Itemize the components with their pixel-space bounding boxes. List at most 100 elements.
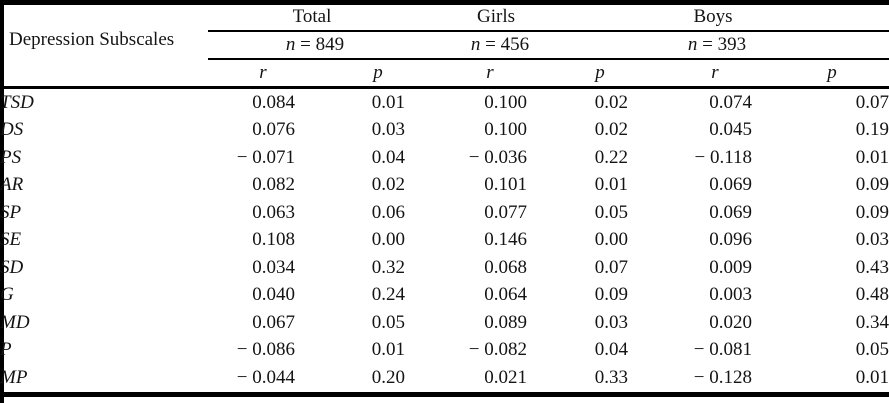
row-label: TSD	[0, 91, 34, 113]
cell-total-r: 0.034	[252, 256, 295, 278]
cell-girls-p: 0.00	[594, 229, 628, 251]
table-row: G 0.040 0.24 0.064 0.09 0.003 0.48	[0, 282, 889, 310]
cell-boys-p: 0.19	[855, 119, 889, 141]
cell-girls-r: 0.089	[484, 311, 527, 333]
cell-total-r: 0.063	[252, 201, 295, 223]
row-label: SE	[0, 229, 22, 251]
cell-boys-r: 0.069	[709, 174, 752, 196]
n-value: = 393	[702, 34, 747, 55]
cell-boys-p: 0.07	[855, 91, 889, 113]
cell-total-r: − 0.071	[236, 146, 295, 168]
cell-girls-p: 0.05	[594, 201, 628, 223]
n-label-girls: n = 456	[471, 33, 529, 57]
cell-total-r: 0.082	[252, 174, 295, 196]
row-label: AR	[0, 174, 24, 196]
table-left-border	[0, 0, 4, 403]
cell-boys-r: 0.069	[709, 201, 752, 223]
table-row: MD 0.067 0.05 0.089 0.03 0.020 0.34	[0, 309, 889, 337]
table-row: SD 0.034 0.32 0.068 0.07 0.009 0.43	[0, 254, 889, 282]
cell-girls-p: 0.07	[594, 256, 628, 278]
cell-girls-p: 0.22	[594, 146, 628, 168]
table-row: DS 0.076 0.03 0.100 0.02 0.045 0.19	[0, 116, 889, 144]
stat-header-total-r: r	[259, 62, 267, 83]
cell-girls-p: 0.02	[594, 119, 628, 141]
cell-girls-r: 0.146	[484, 229, 527, 251]
cell-girls-r: 0.100	[484, 91, 527, 113]
table-row: TSD 0.084 0.01 0.100 0.02 0.074 0.07	[0, 89, 889, 117]
stat-header-boys-p: p	[827, 62, 837, 83]
n-label-total: n = 849	[286, 33, 344, 57]
cell-boys-r: 0.003	[709, 284, 752, 306]
cell-boys-r: 0.096	[709, 229, 752, 251]
table-row: SP 0.063 0.06 0.077 0.05 0.069 0.09	[0, 199, 889, 227]
cell-girls-p: 0.09	[594, 284, 628, 306]
row-label: P	[0, 339, 12, 361]
table-top-border	[0, 0, 889, 5]
cell-girls-p: 0.02	[594, 91, 628, 113]
group-header-boys: Boys	[693, 6, 733, 27]
cell-total-p: 0.06	[371, 201, 405, 223]
cell-boys-r: − 0.081	[693, 339, 752, 361]
cell-total-p: 0.04	[371, 146, 405, 168]
cell-boys-p: 0.09	[855, 201, 889, 223]
cell-boys-r: − 0.118	[694, 146, 752, 168]
cell-total-r: 0.076	[252, 119, 295, 141]
cell-boys-p: 0.03	[855, 229, 889, 251]
cell-boys-r: 0.074	[709, 91, 752, 113]
cell-total-p: 0.03	[371, 119, 405, 141]
cell-girls-r: − 0.036	[468, 146, 527, 168]
subscale-data-table: TSD 0.084 0.01 0.100 0.02 0.074 0.07 DS …	[0, 89, 889, 392]
cell-total-p: 0.02	[371, 174, 405, 196]
cell-boys-p: 0.01	[855, 146, 889, 168]
cell-girls-r: − 0.082	[468, 339, 527, 361]
cell-total-p: 0.05	[371, 311, 405, 333]
cell-boys-p: 0.09	[855, 174, 889, 196]
row-header-title: Depression Subscales	[9, 29, 175, 50]
row-label: DS	[0, 119, 24, 141]
n-label-boys: n = 393	[688, 33, 746, 57]
n-symbol: n	[687, 34, 698, 55]
cell-girls-r: 0.100	[484, 119, 527, 141]
cell-boys-p: 0.34	[855, 311, 889, 333]
cell-total-p: 0.01	[371, 91, 405, 113]
cell-girls-r: 0.077	[484, 201, 527, 223]
n-symbol: n	[470, 34, 481, 55]
cell-total-p: 0.20	[371, 367, 405, 389]
table-row: PS − 0.071 0.04 − 0.036 0.22 − 0.118 0.0…	[0, 144, 889, 172]
cell-girls-r: 0.068	[484, 256, 527, 278]
group-header-girls: Girls	[477, 6, 515, 27]
header-bottom-rule	[0, 86, 889, 89]
cell-total-r: 0.108	[252, 229, 295, 251]
cell-boys-p: 0.43	[855, 256, 889, 278]
cell-boys-r: 0.020	[709, 311, 752, 333]
n-value: = 456	[485, 34, 530, 55]
cell-total-p: 0.32	[371, 256, 405, 278]
cell-girls-p: 0.03	[594, 311, 628, 333]
cell-total-r: − 0.086	[236, 339, 295, 361]
cell-boys-r: 0.045	[709, 119, 752, 141]
cell-total-p: 0.24	[371, 284, 405, 306]
stat-header-total-p: p	[373, 62, 383, 83]
cell-total-r: 0.040	[252, 284, 295, 306]
n-symbol: n	[285, 34, 296, 55]
cell-boys-r: − 0.128	[693, 367, 752, 389]
row-label: MP	[0, 367, 28, 389]
cell-girls-p: 0.01	[594, 174, 628, 196]
table-row: P − 0.086 0.01 − 0.082 0.04 − 0.081 0.05	[0, 337, 889, 365]
group-header-total: Total	[292, 6, 332, 27]
table-row: MP − 0.044 0.20 0.021 0.33 − 0.128 0.01	[0, 364, 889, 392]
table-row: AR 0.082 0.02 0.101 0.01 0.069 0.09	[0, 171, 889, 199]
cell-boys-p: 0.01	[855, 367, 889, 389]
n-row-underline	[208, 57, 889, 60]
cell-girls-p: 0.33	[594, 367, 628, 389]
cell-boys-p: 0.05	[855, 339, 889, 361]
cell-total-r: − 0.044	[236, 367, 295, 389]
row-label: SD	[0, 256, 24, 278]
cell-total-r: 0.084	[252, 91, 295, 113]
row-label: PS	[0, 146, 22, 168]
cell-boys-r: 0.009	[709, 256, 752, 278]
cell-boys-p: 0.48	[855, 284, 889, 306]
cell-total-p: 0.00	[371, 229, 405, 251]
cell-total-r: 0.067	[252, 311, 295, 333]
